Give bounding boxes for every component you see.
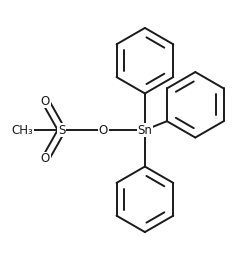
Text: S: S <box>58 124 66 136</box>
Text: O: O <box>41 95 50 108</box>
Text: O: O <box>41 152 50 165</box>
Text: O: O <box>99 124 108 136</box>
Text: CH₃: CH₃ <box>11 124 33 136</box>
Text: Sn: Sn <box>137 124 152 136</box>
